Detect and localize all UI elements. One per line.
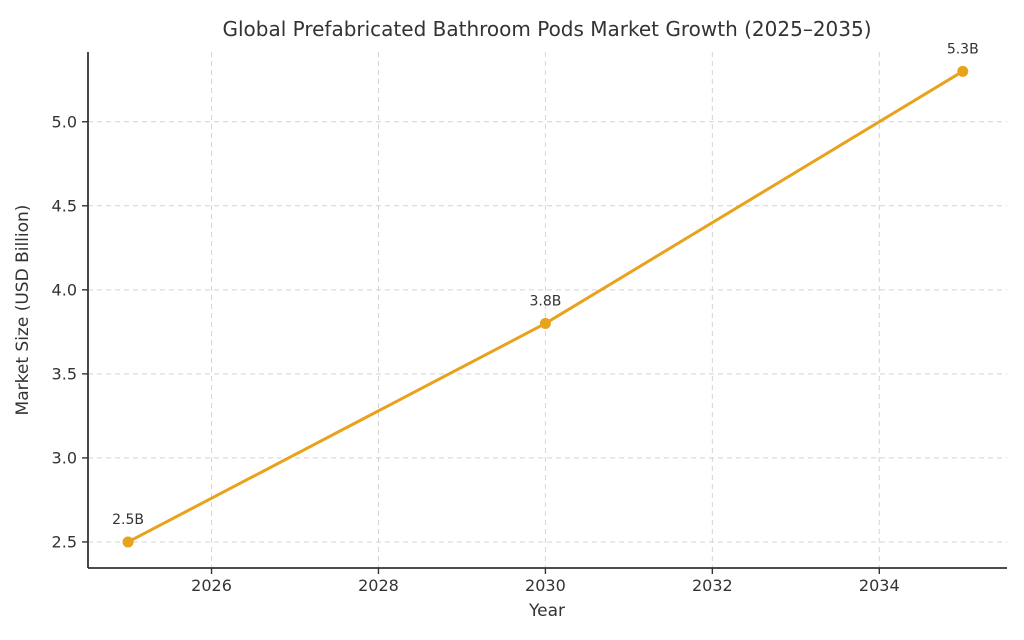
x-tick-label: 2034 [859, 576, 900, 595]
data-point-labels: 2.5B 3.8B 5.3B [112, 41, 979, 528]
tick-labels: 2026 2028 2030 2032 2034 2.5 3.0 3.5 4.0 4.5 5.0 [52, 112, 900, 595]
data-point [539, 317, 551, 329]
x-tick-label: 2032 [692, 576, 733, 595]
x-tick-label: 2028 [358, 576, 399, 595]
y-axis-label: Market Size (USD Billion) [13, 205, 33, 416]
data-point [957, 65, 969, 77]
x-axis-label: Year [528, 601, 565, 621]
data-points [122, 65, 969, 548]
gridlines [88, 52, 1007, 568]
chart-title: Global Prefabricated Bathroom Pods Marke… [222, 17, 871, 41]
data-point-label: 2.5B [112, 512, 144, 528]
y-tick-label: 4.0 [52, 280, 77, 299]
x-tick-label: 2026 [191, 576, 232, 595]
y-tick-label: 3.0 [52, 448, 77, 467]
data-point [122, 536, 134, 548]
data-point-label: 3.8B [529, 293, 561, 309]
y-tick-label: 4.5 [52, 196, 77, 215]
y-tick-label: 2.5 [52, 532, 77, 551]
y-tick-label: 5.0 [52, 112, 77, 131]
y-tick-label: 3.5 [52, 364, 77, 383]
data-point-label: 5.3B [947, 41, 979, 57]
tick-marks [82, 121, 880, 574]
axes-spines [87, 52, 1007, 569]
x-tick-label: 2030 [525, 576, 566, 595]
